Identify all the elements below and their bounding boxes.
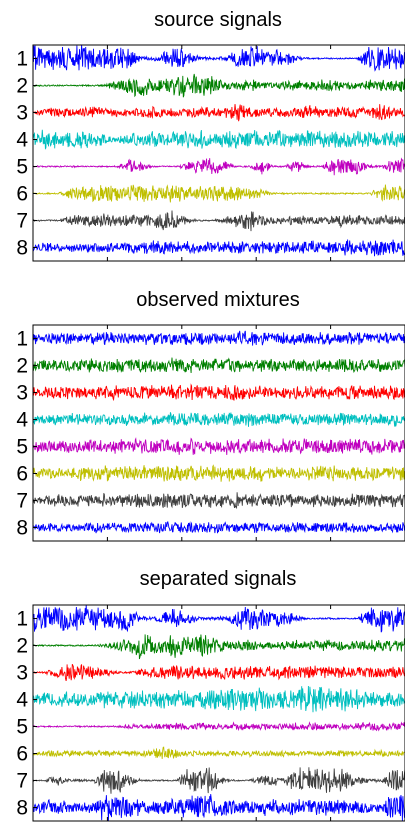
y-tick-label: 3 xyxy=(16,382,28,405)
y-tick-label: 5 xyxy=(16,436,28,459)
y-tick-label: 3 xyxy=(16,662,28,685)
y-tick-label: 5 xyxy=(16,156,28,179)
y-tick-label: 6 xyxy=(16,463,28,486)
chart-title: observed mixtures xyxy=(136,289,299,311)
series-trace-1 xyxy=(32,330,405,346)
series-trace-3 xyxy=(32,383,405,402)
y-tick-label: 8 xyxy=(16,797,28,820)
y-tick-label: 7 xyxy=(16,770,28,793)
series-trace-7 xyxy=(32,767,405,794)
series-trace-8 xyxy=(32,794,405,821)
y-axis-ticks: 1 2 3 4 5 6 7 8 xyxy=(16,45,332,261)
y-tick-label: 5 xyxy=(16,716,28,739)
series-trace-5 xyxy=(32,721,405,732)
series-trace-2 xyxy=(32,357,405,374)
series-trace-5 xyxy=(32,157,405,176)
y-tick-label: 7 xyxy=(16,490,28,513)
y-tick-label: 6 xyxy=(16,183,28,206)
series-trace-6 xyxy=(32,464,405,482)
series-trace-7 xyxy=(32,210,405,232)
y-tick-label: 1 xyxy=(16,328,28,351)
panel-source-signals: source signals 1 2 3 4 5 6 7 8 xyxy=(16,9,405,262)
y-tick-label: 4 xyxy=(16,689,28,712)
plot-traces xyxy=(32,605,405,821)
series-trace-4 xyxy=(32,685,405,713)
panel-separated-signals: separated signals 1 2 3 4 5 6 7 8 xyxy=(16,568,405,822)
series-trace-5 xyxy=(32,437,405,455)
series-trace-4 xyxy=(32,412,405,427)
y-tick-label: 6 xyxy=(16,743,28,766)
series-trace-6 xyxy=(33,184,405,203)
chart-title: separated signals xyxy=(140,568,297,590)
series-trace-8 xyxy=(32,239,405,257)
y-tick-label: 2 xyxy=(16,635,28,658)
series-trace-2 xyxy=(32,73,405,98)
y-tick-label: 3 xyxy=(16,102,28,125)
series-trace-2 xyxy=(32,634,405,660)
chart-title: source signals xyxy=(154,9,282,31)
series-trace-4 xyxy=(32,129,405,150)
series-trace-1 xyxy=(32,605,405,633)
plot-traces xyxy=(32,330,405,534)
y-axis-ticks: 1 2 3 4 5 6 7 8 xyxy=(16,605,332,821)
series-trace-3 xyxy=(32,664,405,682)
panel-observed-mixtures: observed mixtures 1 2 3 4 5 6 7 8 xyxy=(16,289,405,542)
series-trace-8 xyxy=(32,520,405,534)
plot-frame xyxy=(32,604,405,822)
plot-frame xyxy=(32,324,405,542)
plot-frame xyxy=(32,44,405,262)
y-tick-label: 8 xyxy=(16,237,28,260)
y-tick-label: 4 xyxy=(16,409,28,432)
y-tick-label: 8 xyxy=(16,517,28,540)
series-trace-1 xyxy=(32,44,405,72)
series-trace-3 xyxy=(32,104,405,122)
y-tick-label: 2 xyxy=(16,355,28,378)
plot-traces xyxy=(32,44,405,257)
y-tick-label: 1 xyxy=(16,48,28,71)
series-trace-7 xyxy=(32,492,405,510)
y-axis-ticks: 1 2 3 4 5 6 7 8 xyxy=(16,325,332,541)
y-tick-label: 7 xyxy=(16,210,28,233)
y-tick-label: 2 xyxy=(16,75,28,98)
series-trace-6 xyxy=(32,746,405,759)
y-tick-label: 1 xyxy=(16,608,28,631)
y-tick-label: 4 xyxy=(16,129,28,152)
